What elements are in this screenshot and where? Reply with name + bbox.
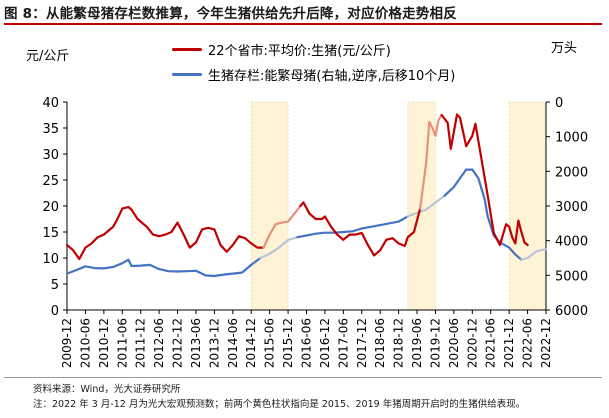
x-tick-label-19: 2019-06	[410, 318, 424, 368]
right-axis-unit: 万头	[551, 41, 578, 56]
source-note: 资料来源：Wind，光大证券研究所	[33, 384, 181, 395]
series-0-segment-2	[299, 201, 422, 257]
x-tick-label-21: 2020-06	[447, 318, 461, 368]
left-tick-label-0: 0	[51, 304, 59, 319]
left-axis-unit: 元/公斤	[26, 49, 70, 64]
x-tick-label-18: 2018-12	[392, 318, 406, 368]
x-tick-label-6: 2012-12	[171, 318, 185, 368]
series-0-segment-4	[440, 113, 529, 247]
x-tick-label-0: 2009-12	[60, 318, 74, 368]
left-tick-label-2: 10	[42, 252, 59, 267]
x-tick-label-10: 2014-12	[244, 318, 258, 368]
title-rule	[4, 23, 602, 25]
footnote: 注：2022 年 3 月-12 月为光大宏观预测数；前两个黄色柱状指向是 201…	[33, 399, 526, 410]
legend-swatch-price	[172, 48, 202, 51]
x-tick-label-26: 2022-12	[539, 318, 553, 368]
right-tick-label-6: 6000	[555, 304, 588, 319]
series-0-segment-3	[419, 113, 443, 210]
x-tick-label-1: 2010-06	[78, 318, 92, 368]
x-tick-label-5: 2012-06	[152, 318, 166, 368]
right-tick-label-2: 2000	[555, 165, 588, 180]
legend-label-stock: 生猪存栏:能繁母猪(右轴,逆序,后移10个月)	[208, 69, 456, 84]
series-1-segment-0	[65, 256, 262, 278]
legend-swatch-stock	[172, 73, 202, 76]
series-0-segment-1	[262, 204, 302, 249]
x-tick-label-14: 2016-12	[318, 318, 332, 368]
legend-item-price: 22个省市:平均价:生猪(元/公斤)	[172, 37, 455, 62]
series-1-segment-2	[296, 215, 409, 239]
series-1-segment-1	[259, 236, 299, 260]
x-tick-label-24: 2021-12	[502, 318, 516, 368]
footer-rule	[4, 377, 602, 378]
left-tick-label-6: 30	[42, 148, 59, 163]
right-tick-label-3: 3000	[555, 200, 588, 215]
x-tick-label-7: 2013-06	[189, 318, 203, 368]
x-tick-label-25: 2022-06	[521, 318, 535, 368]
x-tick-label-22: 2020-12	[465, 318, 479, 368]
left-tick-label-7: 35	[42, 122, 59, 137]
x-tick-label-15: 2017-06	[336, 318, 350, 368]
right-tick-label-5: 5000	[555, 269, 588, 284]
legend: 22个省市:平均价:生猪(元/公斤) 生猪存栏:能繁母猪(右轴,逆序,后移10个…	[172, 37, 455, 87]
x-tick-label-20: 2019-12	[428, 318, 442, 368]
legend-label-price: 22个省市:平均价:生猪(元/公斤)	[208, 44, 391, 59]
right-tick-label-0: 0	[555, 96, 563, 111]
left-tick-label-4: 20	[42, 200, 59, 215]
figure-title: 图 8：从能繁母猪存栏数推算，今年生猪供给先升后降，对应价格走势相反	[4, 6, 457, 22]
x-tick-label-2: 2010-12	[97, 318, 111, 368]
left-tick-label-8: 40	[42, 96, 59, 111]
series-1-segment-3	[406, 194, 446, 218]
x-tick-label-12: 2015-12	[281, 318, 295, 368]
left-tick-label-3: 15	[42, 226, 59, 241]
series-1-segment-4	[443, 168, 523, 261]
x-tick-label-13: 2016-06	[300, 318, 314, 368]
x-tick-label-9: 2014-06	[226, 318, 240, 368]
right-tick-label-4: 4000	[555, 235, 588, 250]
highlight-band-0	[250, 101, 289, 311]
x-tick-label-4: 2011-12	[134, 318, 148, 368]
left-tick-label-5: 25	[42, 174, 59, 189]
highlight-band-2	[508, 101, 547, 311]
x-tick-label-3: 2011-06	[115, 318, 129, 368]
series-1-segment-5	[520, 248, 548, 261]
x-tick-label-17: 2018-06	[373, 318, 387, 368]
x-tick-label-16: 2017-12	[355, 318, 369, 368]
x-tick-label-11: 2015-06	[263, 318, 277, 368]
x-tick-label-8: 2013-12	[207, 318, 221, 368]
legend-item-stock: 生猪存栏:能繁母猪(右轴,逆序,后移10个月)	[172, 62, 455, 87]
series-0-segment-0	[65, 205, 265, 261]
x-tick-label-23: 2021-06	[484, 318, 498, 368]
right-tick-label-1: 1000	[555, 131, 588, 146]
left-tick-label-1: 5	[51, 278, 59, 293]
